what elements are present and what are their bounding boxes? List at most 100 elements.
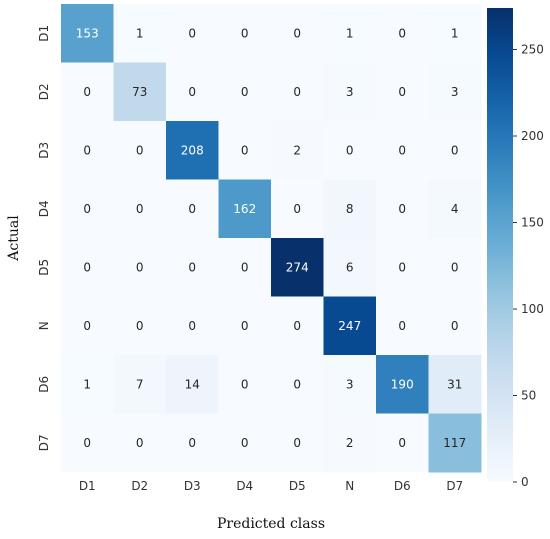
cell-value-label: 2 [346, 436, 354, 450]
cell-value-label: 0 [346, 143, 354, 157]
heatmap-cell [376, 62, 429, 122]
heatmap-cell [61, 121, 114, 180]
cell-value-label: 0 [451, 319, 459, 333]
heatmap-cell [61, 179, 114, 239]
heatmap-cell [428, 121, 482, 180]
cell-value-label: 0 [241, 85, 249, 99]
heatmap-cell [113, 355, 167, 414]
heatmap-cell [113, 62, 167, 122]
cell-value-label: 1 [346, 26, 354, 40]
cell-value-label: 4 [451, 202, 459, 216]
cell-value-label: 0 [136, 436, 144, 450]
heatmap-cell [323, 296, 377, 356]
heatmap-cell [323, 121, 377, 180]
x-tick-label: D5 [289, 479, 306, 493]
heatmap-cell [271, 121, 324, 180]
y-tick-label: D2 [37, 83, 51, 100]
y-axis-title: Actual [6, 215, 22, 262]
heatmap-cell [113, 296, 167, 356]
colorbar-tick-label: 0 [521, 475, 529, 489]
heatmap-cell [428, 355, 482, 414]
cell-value-label: 0 [136, 260, 144, 274]
cell-value-label: 0 [398, 85, 406, 99]
heatmap-cell [428, 413, 482, 473]
y-tick-label: D1 [37, 25, 51, 42]
heatmap-cell [218, 62, 272, 122]
cell-value-label: 0 [83, 260, 91, 274]
cell-value-label: 0 [241, 319, 249, 333]
heatmap-cell [166, 238, 219, 297]
x-tick-label: D3 [184, 479, 201, 493]
y-tick-label: D3 [37, 142, 51, 159]
heatmap-cell [271, 355, 324, 414]
heatmap-cell [218, 413, 272, 473]
x-tick-label: D4 [236, 479, 253, 493]
cell-value-label: 1 [136, 26, 144, 40]
cell-value-label: 0 [293, 202, 301, 216]
cell-value-label: 1 [83, 377, 91, 391]
cell-value-label: 0 [241, 436, 249, 450]
cell-value-label: 0 [293, 85, 301, 99]
heatmap-cell [166, 121, 219, 180]
cell-value-label: 8 [346, 202, 354, 216]
x-tick-label: N [345, 479, 354, 493]
cell-value-label: 3 [346, 377, 354, 391]
heatmap-cell [166, 296, 219, 356]
heatmap-cell [113, 413, 167, 473]
cell-value-label: 0 [188, 319, 196, 333]
cell-value-label: 0 [293, 377, 301, 391]
cell-value-label: 0 [451, 143, 459, 157]
x-tick-label: D2 [131, 479, 148, 493]
heatmap-cell [271, 62, 324, 122]
heatmap-cell [323, 62, 377, 122]
heatmap-cell [428, 296, 482, 356]
cell-value-label: 0 [241, 143, 249, 157]
heatmap-cell [61, 413, 114, 473]
heatmap-cell [218, 238, 272, 297]
heatmap-cell [271, 179, 324, 239]
cell-value-label: 0 [293, 26, 301, 40]
y-tick-label: N [37, 321, 51, 330]
heatmap-cell [271, 4, 324, 63]
heatmap-cell [376, 121, 429, 180]
cell-value-label: 6 [346, 260, 354, 274]
cell-value-label: 190 [391, 377, 414, 391]
colorbar-tick-label: 150 [521, 216, 544, 230]
colorbar-ticks: 0 50 100 150 200 250 [513, 43, 544, 489]
heatmap-cell [428, 238, 482, 297]
heatmap-cell [218, 179, 272, 239]
x-axis-title: Predicted class [217, 516, 325, 532]
cell-value-label: 0 [241, 26, 249, 40]
cell-value-label: 0 [83, 202, 91, 216]
cell-value-label: 0 [398, 143, 406, 157]
heatmap-cell [376, 238, 429, 297]
heatmap-cell [323, 4, 377, 63]
cell-value-label: 0 [136, 143, 144, 157]
heatmap-cell [218, 355, 272, 414]
heatmap-cell [323, 238, 377, 297]
heatmap-cell [113, 121, 167, 180]
y-tick-label: D5 [37, 259, 51, 276]
heatmap-cell [113, 179, 167, 239]
heatmap-cell [376, 413, 429, 473]
heatmap-cell [271, 296, 324, 356]
heatmap-cell [61, 238, 114, 297]
cell-value-label: 208 [181, 143, 204, 157]
cell-value-label: 0 [83, 85, 91, 99]
heatmap-cell [218, 121, 272, 180]
heatmap-cell [271, 413, 324, 473]
colorbar-tick-label: 200 [521, 129, 544, 143]
heatmap-cell [61, 62, 114, 122]
cell-value-label: 0 [188, 85, 196, 99]
cell-value-label: 0 [83, 143, 91, 157]
heatmap-cell [166, 4, 219, 63]
cell-value-label: 1 [451, 26, 459, 40]
cell-value-label: 0 [293, 436, 301, 450]
colorbar [487, 8, 513, 482]
heatmap-cell [166, 355, 219, 414]
heatmap-cell [166, 62, 219, 122]
cell-value-label: 0 [188, 26, 196, 40]
heatmap-cell [428, 179, 482, 239]
cell-value-label: 0 [136, 202, 144, 216]
